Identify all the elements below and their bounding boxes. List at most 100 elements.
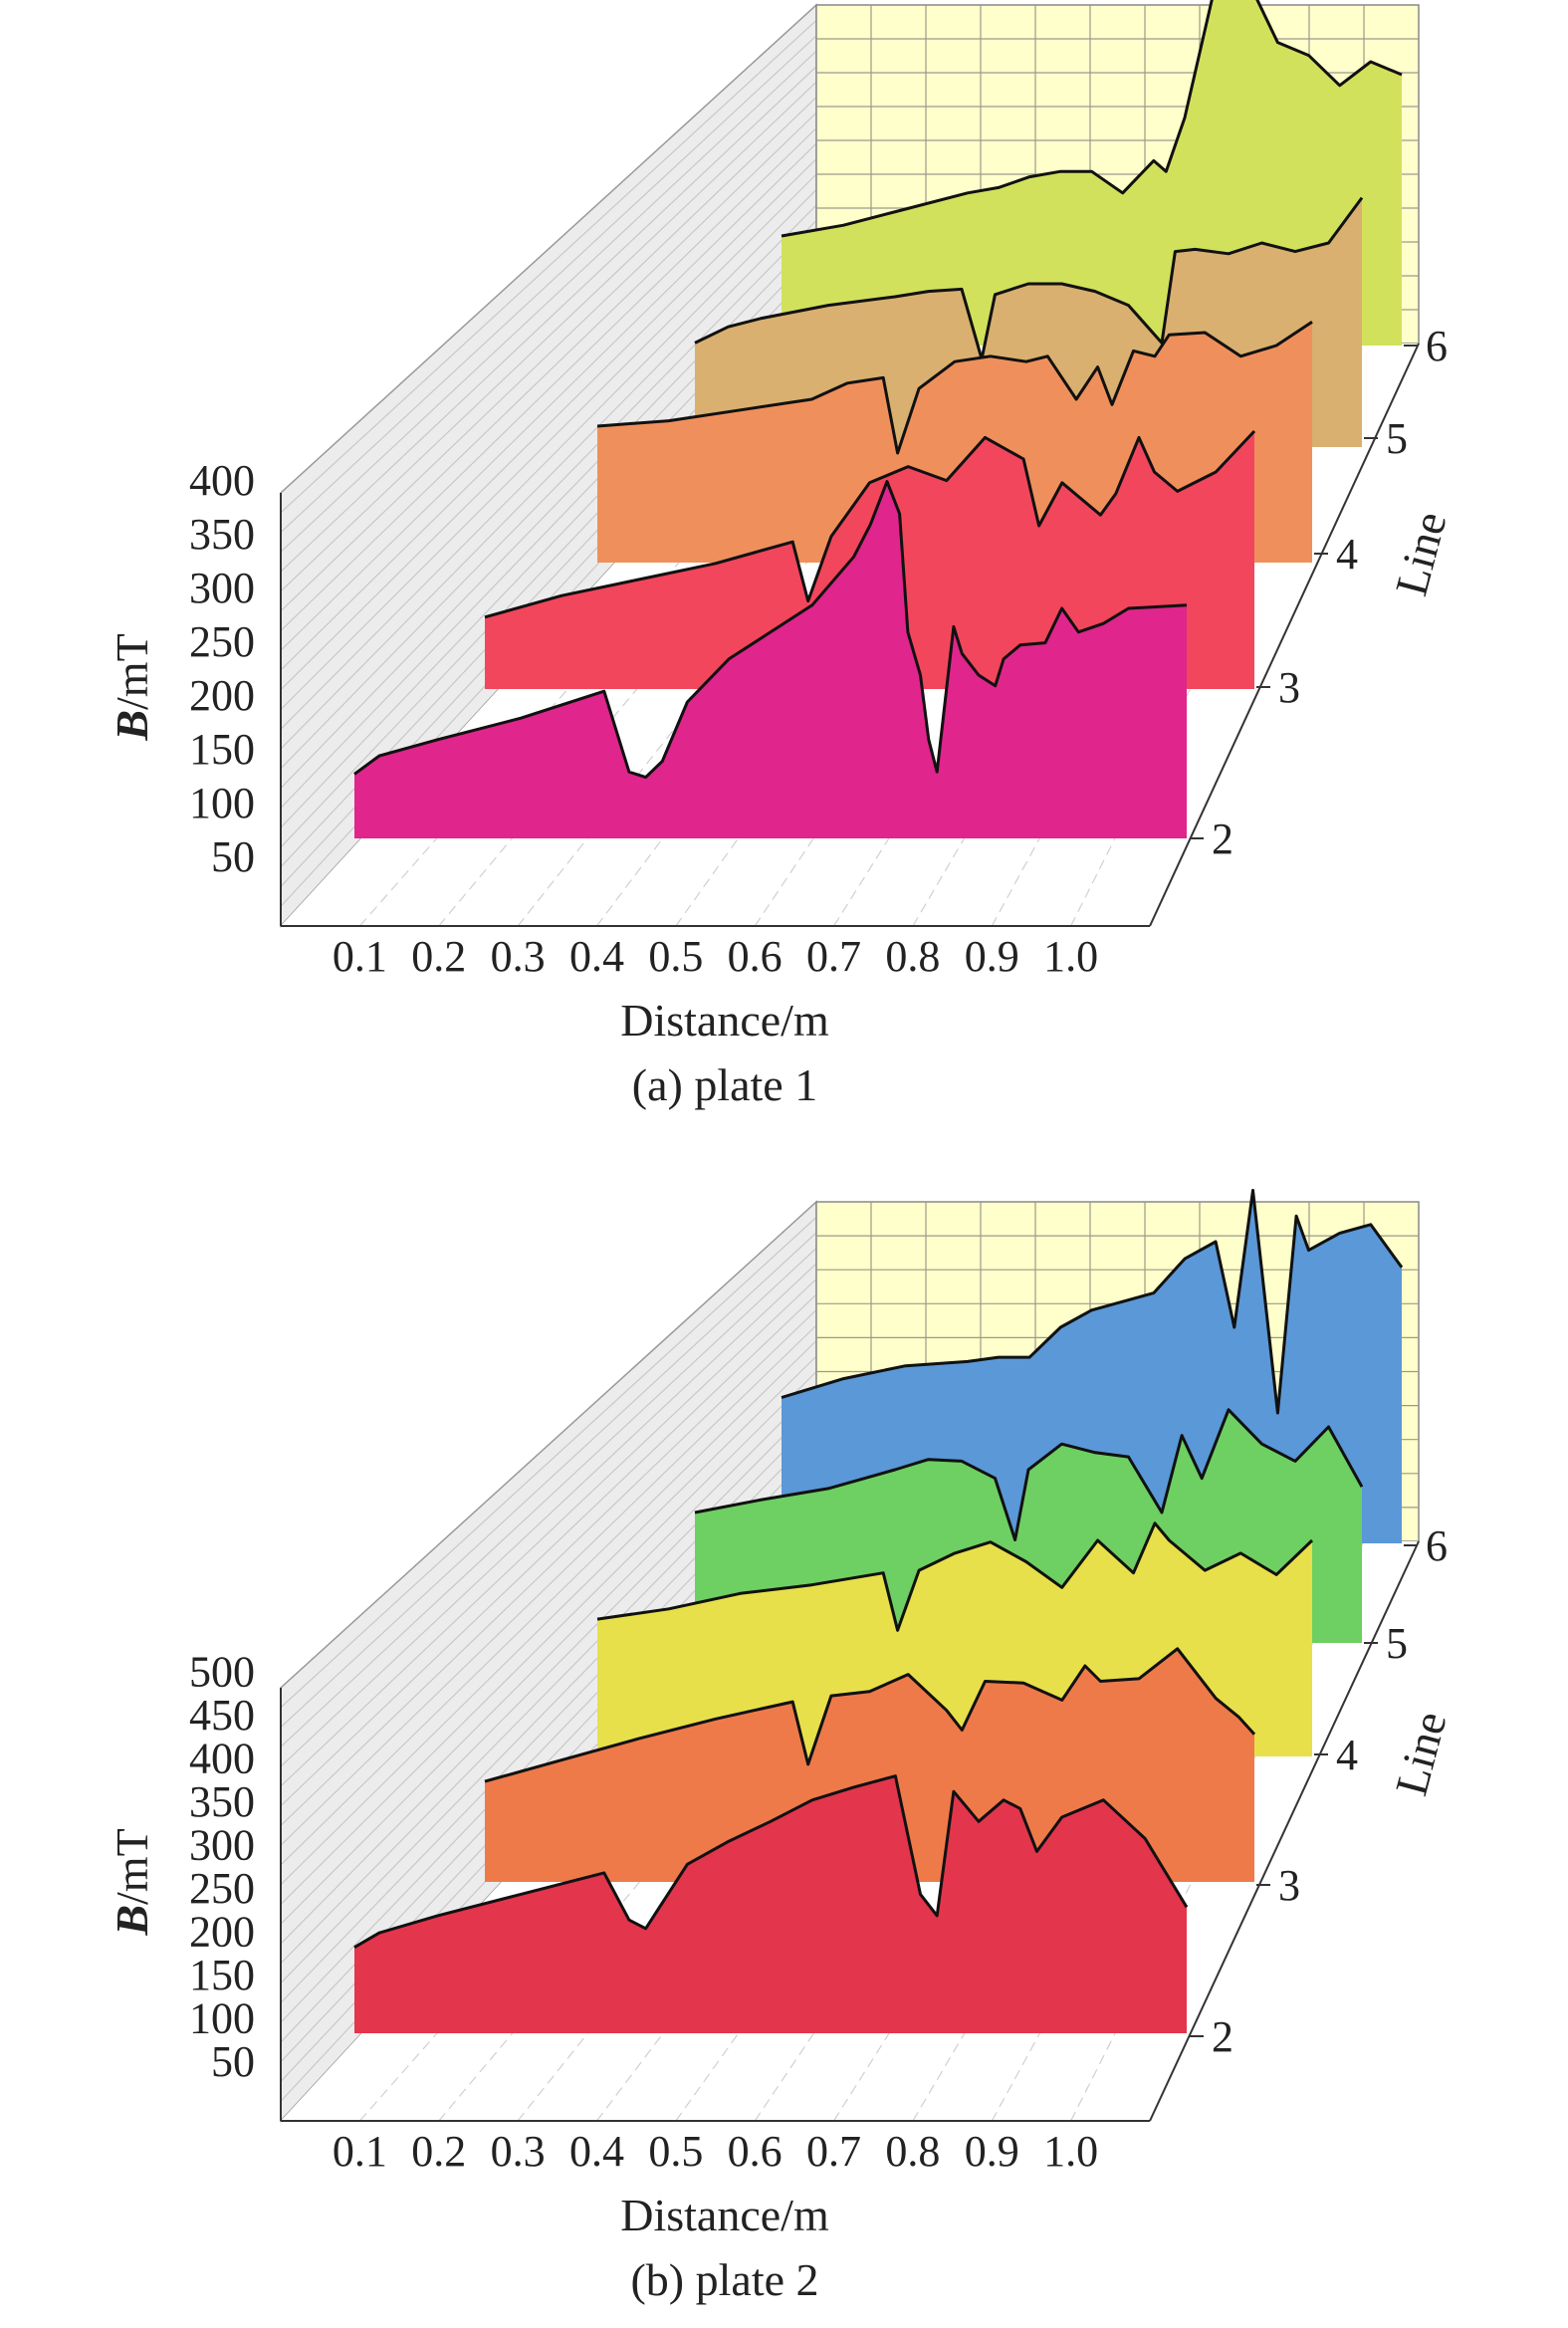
left-wall-gridline xyxy=(280,1324,817,1846)
x-tick-label: 0.9 xyxy=(965,2127,1019,2176)
z-tick-label: 4 xyxy=(1336,1731,1358,1779)
left-wall-gridline xyxy=(280,219,817,770)
x-axis-title: Distance/m xyxy=(620,2190,829,2240)
series-area-line-2 xyxy=(354,481,1187,836)
z-tick-label: 4 xyxy=(1336,530,1358,579)
left-wall-gridline xyxy=(280,50,817,553)
left-wall-gridline xyxy=(280,142,817,671)
z-tick-label: 2 xyxy=(1212,815,1233,863)
x-tick-label: 0.1 xyxy=(333,2127,387,2176)
y-tick-label: 200 xyxy=(189,671,255,720)
left-wall-gridline xyxy=(280,66,817,573)
series-line-5 xyxy=(694,1408,1364,1541)
series-base-2 xyxy=(354,2029,1187,2033)
x-tick-label: 1.0 xyxy=(1043,932,1098,981)
z-tick-label: 6 xyxy=(1426,1521,1448,1570)
left-wall-gridline xyxy=(280,158,817,691)
left-wall-gridline xyxy=(280,35,817,533)
series-base-2 xyxy=(354,834,1187,838)
x-tick-label: 0.9 xyxy=(965,932,1019,981)
y-tick-label: 50 xyxy=(211,2037,255,2086)
z-axis-line xyxy=(1149,343,1420,927)
left-wall-gridline xyxy=(280,1217,817,1709)
y-axis-title-symbol: B xyxy=(107,710,157,742)
left-wall-gridline xyxy=(280,127,817,651)
left-wall-gridline xyxy=(280,189,817,730)
series-line-6 xyxy=(781,1188,1404,1415)
y-tick-label: 250 xyxy=(189,1864,255,1913)
series-line-3 xyxy=(484,429,1256,619)
left-wall-gridline xyxy=(280,204,817,750)
left-wall-gridline xyxy=(280,1293,817,1807)
z-tick-label: 5 xyxy=(1386,1619,1408,1668)
panel-caption: (b) plate 2 xyxy=(630,2254,818,2305)
x-tick-label: 0.2 xyxy=(411,932,466,981)
y-axis-title-unit: /mT xyxy=(107,633,157,710)
x-tick-label: 0.2 xyxy=(411,2127,466,2176)
x-axis-title: Distance/m xyxy=(620,995,829,1046)
y-tick-label: 300 xyxy=(189,1821,255,1870)
z-axis-title: Line xyxy=(1385,507,1456,601)
y-tick-label: 50 xyxy=(211,832,255,881)
panel-caption: (a) plate 1 xyxy=(632,1059,817,1110)
left-wall-gridline xyxy=(280,97,817,612)
x-tick-label: 0.1 xyxy=(333,932,387,981)
panel-plate-2: 0.1 0.2 0.3 0.4 0.5 0.6 0.7 0.8 0.9 1.0 5010015020… xyxy=(107,1188,1456,2305)
x-tick-label: 0.5 xyxy=(648,2127,703,2176)
left-wall-gridline xyxy=(280,1402,817,1945)
panel-plate-1: 0.1 0.2 0.3 0.4 0.5 0.6 0.7 0.8 0.9 1.0 50 100 150 20… xyxy=(107,0,1456,1110)
left-wall-gridline xyxy=(280,1248,817,1747)
z-tick-label: 2 xyxy=(1212,2012,1233,2061)
y-tick-label: 350 xyxy=(189,510,255,559)
left-wall-gridline xyxy=(280,81,817,592)
y-tick-label: 500 xyxy=(189,1648,255,1697)
y-tick-label: 250 xyxy=(189,617,255,666)
x-tick-label: 0.7 xyxy=(806,932,861,981)
y-tick-label: 150 xyxy=(189,1951,255,1999)
y-tick-label: 350 xyxy=(189,1777,255,1826)
x-tick-label: 0.8 xyxy=(885,932,940,981)
left-wall-gridline xyxy=(280,1386,817,1925)
series-line-6 xyxy=(781,0,1403,238)
x-tick-label: 0.4 xyxy=(569,932,624,981)
left-wall-gridline xyxy=(280,1309,817,1826)
x-tick-label: 0.7 xyxy=(806,2127,861,2176)
y-tick-label: 450 xyxy=(189,1691,255,1740)
z-tick-label: 6 xyxy=(1426,322,1448,370)
y-axis-title: B/mT xyxy=(107,1828,157,1936)
series-line-4 xyxy=(596,320,1313,455)
left-wall-gridline xyxy=(280,20,817,514)
left-wall-gridline xyxy=(280,1371,817,1905)
x-tick-label: 0.6 xyxy=(728,2127,783,2176)
series-line-2 xyxy=(353,480,1188,780)
left-wall-gridline xyxy=(280,1232,817,1728)
y-tick-label: 150 xyxy=(189,725,255,774)
z-tick-label: 5 xyxy=(1386,414,1408,463)
y-tick-label: 100 xyxy=(189,1994,255,2043)
y-axis-title-unit: /mT xyxy=(107,1828,157,1905)
x-tick-label: 0.3 xyxy=(491,932,546,981)
y-axis-title: B/mT xyxy=(107,633,157,741)
left-wall-gridline xyxy=(280,1263,817,1767)
x-tick-label: 1.0 xyxy=(1043,2127,1098,2176)
y-tick-label: 400 xyxy=(189,456,255,505)
left-wall-gridline xyxy=(280,1340,817,1866)
left-wall-gridline xyxy=(280,173,817,710)
series-line-4 xyxy=(596,1521,1314,1632)
y-tick-label: 200 xyxy=(189,1908,255,1957)
z-axis-line xyxy=(1149,1540,1420,2122)
y-tick-label: 100 xyxy=(189,779,255,827)
x-tick-label: 0.4 xyxy=(569,2127,624,2176)
x-tick-label: 0.8 xyxy=(885,2127,940,2176)
series-line-2 xyxy=(353,1774,1189,1949)
x-tick-label: 0.5 xyxy=(648,932,703,981)
x-tick-label: 0.3 xyxy=(491,2127,546,2176)
left-wall-gridline xyxy=(280,112,817,631)
y-tick-label: 400 xyxy=(189,1735,255,1783)
z-tick-label: 3 xyxy=(1278,1861,1300,1910)
left-wall-gridline xyxy=(280,1279,817,1787)
z-axis-title: Line xyxy=(1385,1707,1456,1801)
z-tick-label: 3 xyxy=(1278,663,1300,712)
y-axis-title-symbol: B xyxy=(107,1905,157,1937)
